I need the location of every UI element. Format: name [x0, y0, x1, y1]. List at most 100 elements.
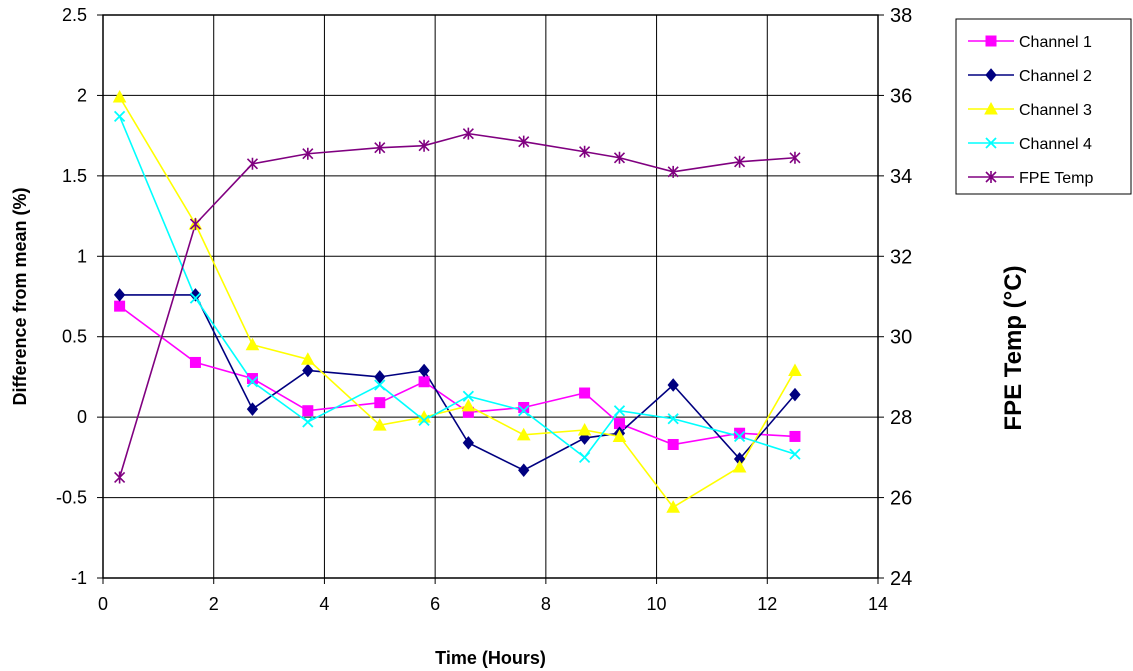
y2-tick-label: 30	[890, 327, 912, 349]
data-point-channel-1	[579, 387, 591, 399]
data-point-channel-3	[461, 398, 476, 412]
y2-tick-label: 34	[890, 166, 912, 188]
legend-box	[955, 18, 1132, 195]
legend-label: Channel 4	[1019, 136, 1092, 153]
axis-labels: 0 2 4 6 8 10 12 14-1-0.500.511.522.524262830323…	[56, 5, 912, 614]
series-markers	[112, 89, 802, 513]
data-point-channel-3	[372, 418, 387, 431]
series-points-channel-4	[113, 110, 801, 463]
data-point-channel-4	[733, 430, 746, 443]
series-points-channel-1	[114, 300, 801, 450]
data-point-fpe-temp	[189, 218, 202, 231]
y2-tick-label: 32	[890, 246, 912, 268]
data-point-channel-2	[189, 288, 202, 302]
legend-label: Channel 1	[1019, 34, 1092, 51]
data-point-channel-4	[113, 110, 126, 122]
data-point-fpe-temp	[114, 471, 126, 484]
gridlines	[103, 15, 878, 578]
series-points-fpe-temp	[114, 127, 801, 484]
data-point-channel-1	[246, 373, 258, 385]
series-points-channel-3	[112, 89, 802, 513]
data-point-channel-4	[518, 405, 530, 417]
data-point-fpe-temp	[462, 127, 474, 140]
series-line-channel-2	[119, 294, 796, 472]
legend-item-channel-1: Channel 1	[968, 34, 1092, 51]
y-tick-label: -0.5	[56, 488, 87, 508]
legend-label: FPE Temp	[1019, 170, 1094, 187]
y2-tick-label: 26	[890, 488, 912, 510]
data-point-channel-3	[112, 89, 127, 103]
data-point-channel-1	[114, 300, 126, 312]
data-point-channel-3	[612, 429, 627, 442]
legend-swatch-marker	[985, 171, 997, 183]
data-point-fpe-temp	[613, 151, 626, 164]
data-point-channel-4	[246, 376, 259, 388]
data-point-channel-2	[246, 402, 259, 416]
data-point-fpe-temp	[374, 141, 386, 154]
data-point-channel-4	[667, 413, 679, 425]
data-point-channel-2	[667, 378, 679, 392]
y-tick-label: -1	[71, 568, 87, 588]
y-tick-label: 1.5	[62, 166, 87, 186]
legend-item-fpe-temp: FPE Temp	[968, 170, 1094, 187]
series-points-channel-2	[113, 288, 801, 478]
data-point-channel-2	[789, 387, 801, 402]
data-point-channel-1	[667, 438, 679, 450]
data-point-channel-3	[245, 337, 260, 351]
data-point-channel-3	[788, 363, 802, 376]
series-line-channel-3	[118, 96, 796, 509]
legend-label: Channel 3	[1019, 102, 1092, 119]
series-line-channel-4	[118, 116, 796, 459]
data-point-channel-1	[518, 401, 530, 413]
data-point-channel-4	[613, 405, 626, 417]
data-point-channel-4	[418, 414, 430, 426]
data-point-channel-2	[302, 363, 314, 378]
x-tick-label: 4	[319, 594, 329, 614]
data-point-channel-1	[789, 430, 801, 442]
legend-swatch-marker	[984, 101, 998, 115]
y-tick-label: 2	[77, 85, 87, 105]
legend-item-channel-4: Channel 4	[968, 136, 1092, 153]
y2-tick-label: 28	[890, 407, 912, 429]
data-point-channel-4	[302, 416, 314, 428]
x-tick-label: 8	[541, 594, 551, 614]
x-tick-label: 14	[868, 594, 888, 614]
legend: Channel 1 Channel 2 Channel 3 Channel 4 FPE …	[955, 18, 1132, 195]
data-point-fpe-temp	[246, 157, 259, 170]
data-point-channel-2	[374, 370, 386, 384]
data-point-channel-1	[418, 376, 430, 388]
legend-label: Channel 2	[1019, 68, 1092, 85]
legend-items: Channel 1 Channel 2 Channel 3 Channel 4 FPE …	[968, 34, 1094, 187]
data-point-channel-2	[113, 288, 126, 302]
data-point-fpe-temp	[302, 147, 314, 160]
y-tick-label: 0	[77, 407, 87, 427]
data-point-channel-3	[300, 352, 315, 365]
data-point-fpe-temp	[518, 135, 530, 148]
legend-item-channel-2: Channel 2	[968, 68, 1092, 85]
data-point-channel-1	[374, 397, 386, 409]
y2-tick-label: 38	[890, 5, 912, 27]
series-lines	[118, 96, 796, 509]
data-point-fpe-temp	[789, 151, 801, 164]
data-point-fpe-temp	[418, 139, 430, 152]
y2-tick-label: 24	[890, 568, 912, 590]
data-point-channel-1	[302, 405, 314, 417]
data-point-channel-3	[516, 427, 531, 441]
y2-tick-label: 36	[890, 85, 912, 107]
data-point-channel-2	[518, 463, 530, 478]
y-tick-label: 0.5	[62, 327, 87, 347]
data-point-fpe-temp	[667, 165, 679, 178]
y2-axis-title: FPE Temp (°C)	[1000, 265, 1027, 430]
x-tick-label: 12	[757, 594, 777, 614]
data-point-channel-4	[789, 448, 801, 460]
axis-ticks	[97, 14, 884, 584]
data-point-channel-4	[374, 379, 386, 391]
data-point-channel-4	[462, 390, 474, 402]
legend-swatch-marker	[985, 68, 997, 82]
x-tick-label: 10	[647, 594, 667, 614]
y-tick-label: 2.5	[62, 5, 87, 25]
data-point-channel-3	[732, 459, 747, 473]
data-point-channel-4	[189, 292, 202, 304]
